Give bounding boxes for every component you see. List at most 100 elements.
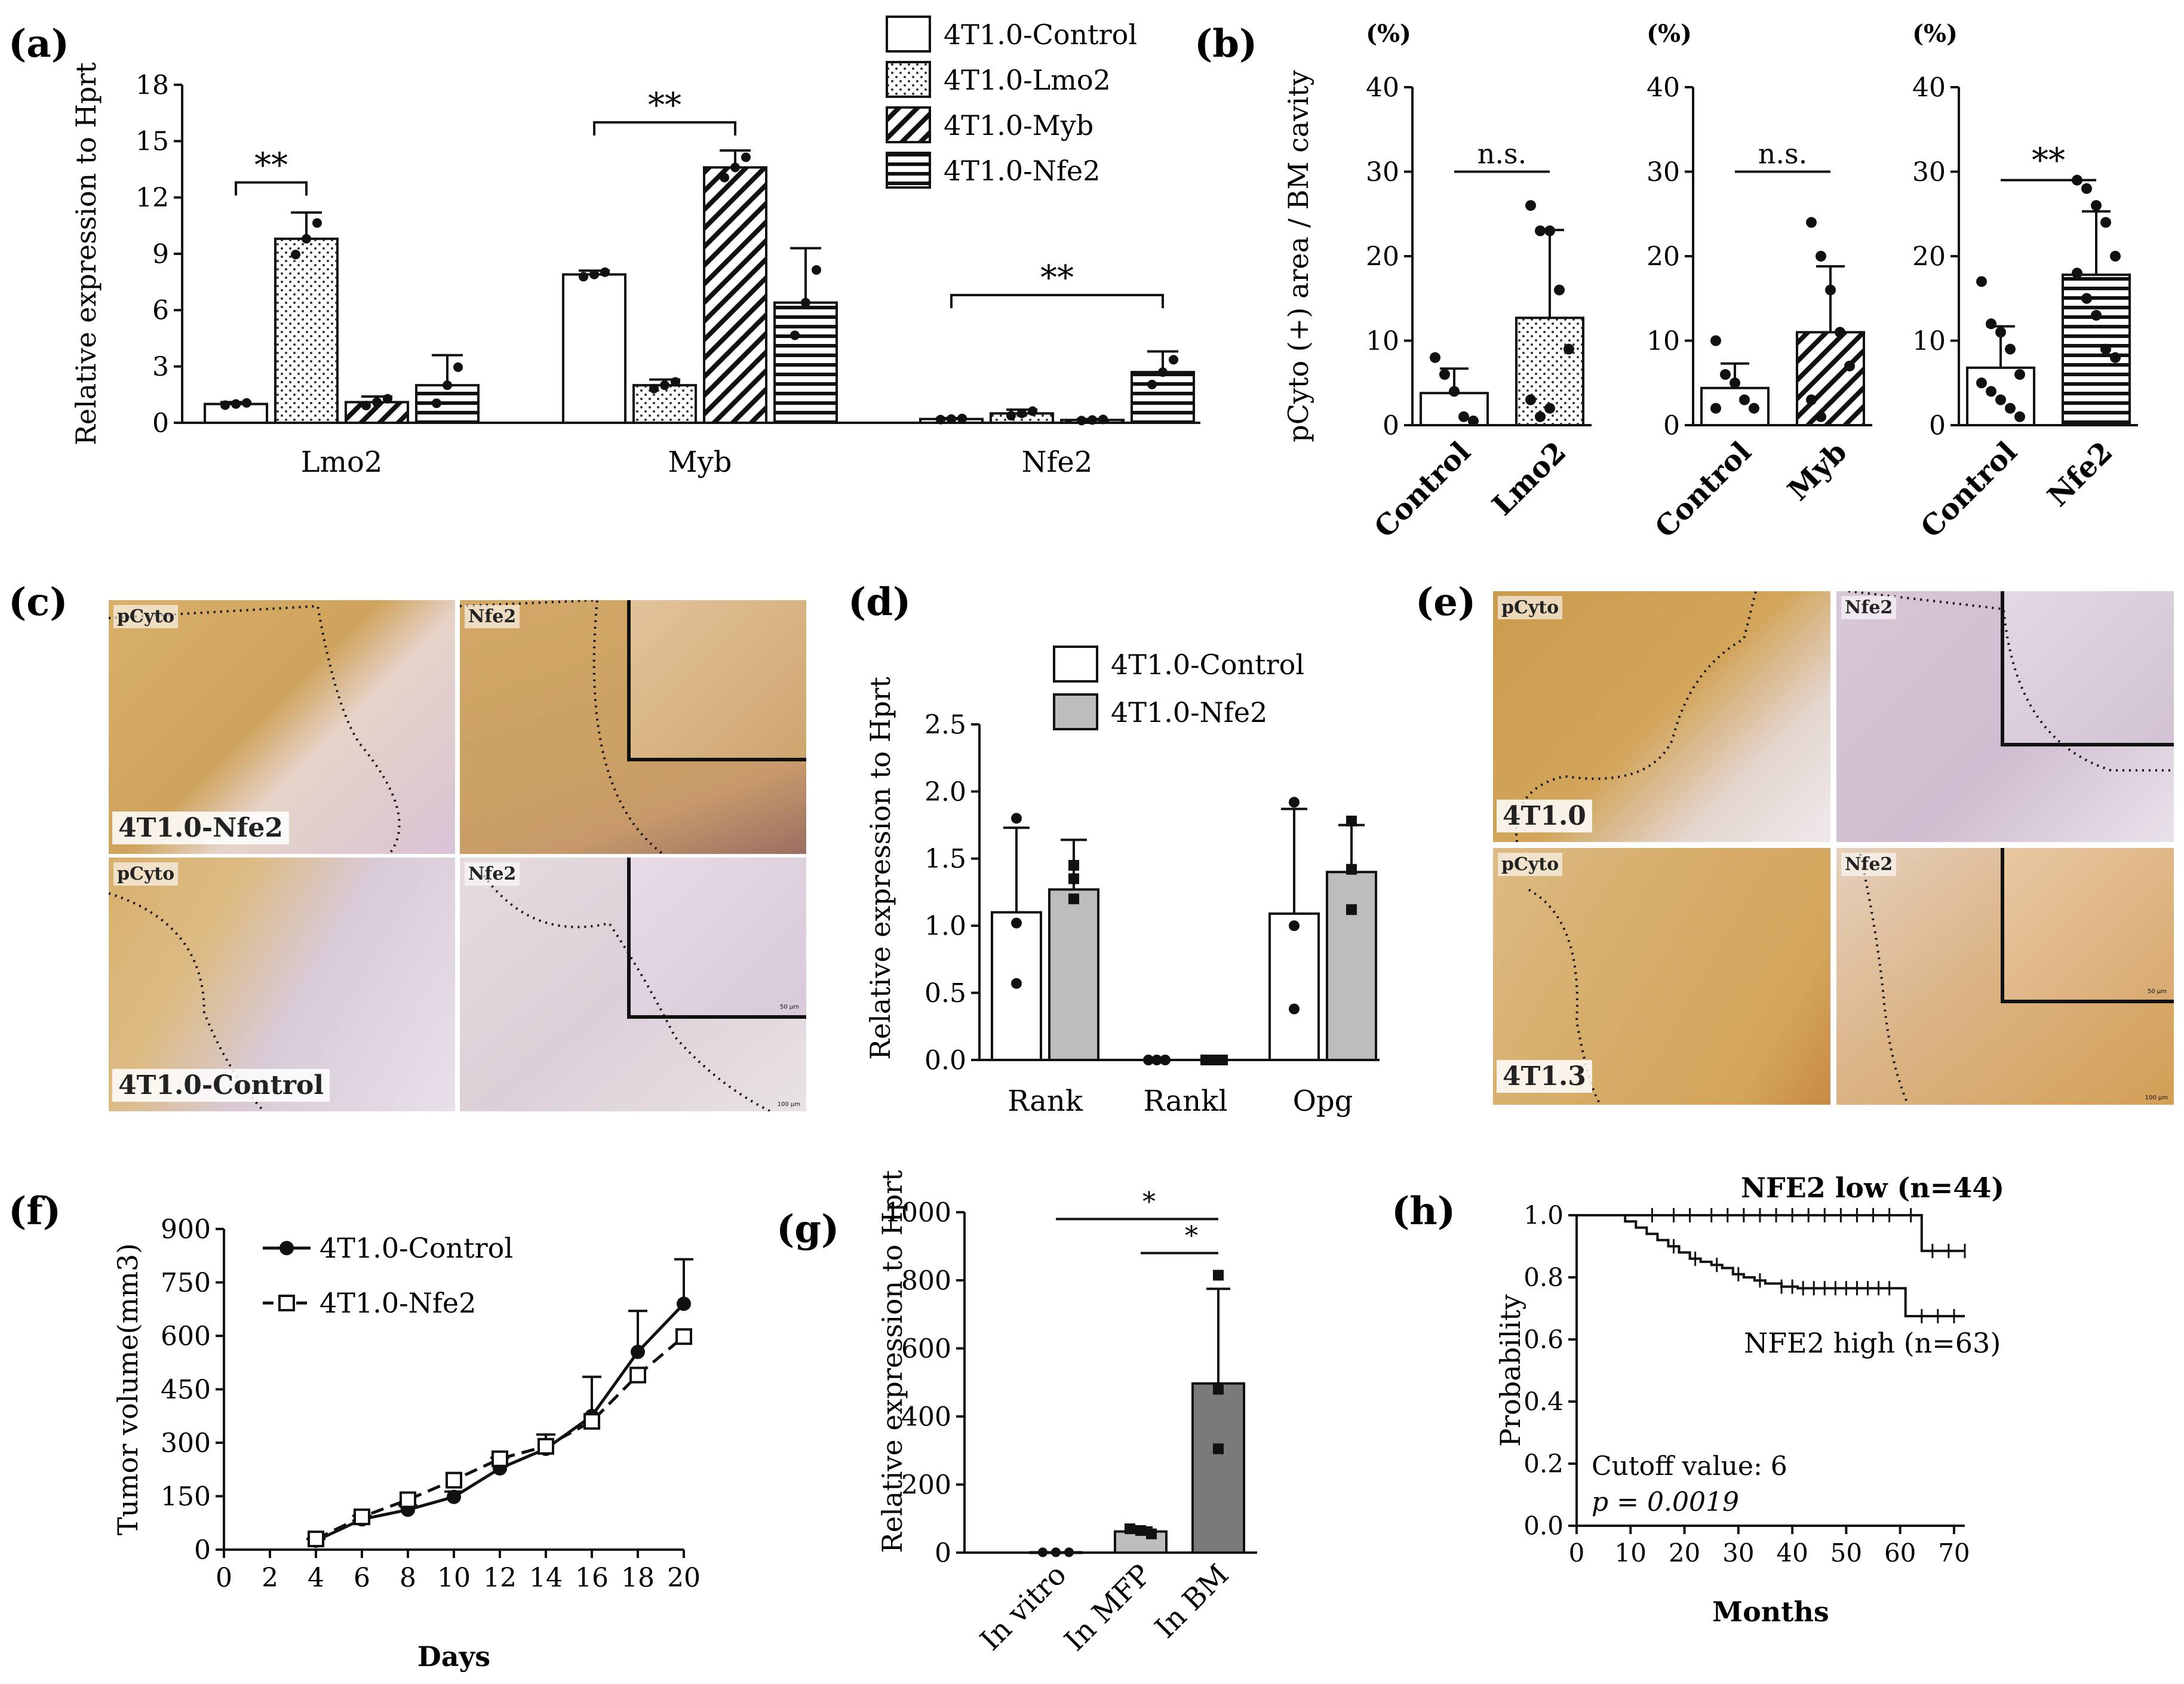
b-significance-label: n.s. — [1758, 138, 1807, 170]
b-data-point — [2005, 402, 2016, 414]
b-data-point — [1806, 217, 1817, 228]
d-data-point — [1011, 978, 1022, 989]
d-y-tick-label: 2.5 — [924, 709, 966, 740]
g-x-tick-label: In BM — [1148, 1558, 1235, 1645]
micrograph-inset: 50 μm — [627, 858, 806, 1019]
stain-label: pCyto — [113, 862, 179, 886]
b2-y-tick-label: 10 — [1912, 326, 1946, 357]
a-bar-nfe2-3 — [1131, 371, 1195, 424]
panel-letter-a: (a) — [8, 21, 69, 66]
h-y-tick-label: 0.0 — [1523, 1511, 1563, 1541]
g-data-point — [1213, 1270, 1224, 1281]
h-x-axis-label: Months — [1712, 1596, 1829, 1628]
d-legend-swatch — [1053, 693, 1098, 730]
d-y-tick-label: 1.0 — [924, 911, 966, 942]
b-data-point — [2081, 183, 2092, 194]
stain-label: Nfe2 — [465, 605, 520, 628]
stain-label: pCyto — [1498, 596, 1563, 619]
b-data-point — [1449, 386, 1460, 397]
a-data-point — [453, 362, 463, 372]
b1-y-tick-label: 30 — [1647, 157, 1680, 188]
b-data-point — [1986, 318, 1996, 330]
a-legend-label: 4T1.0-Control — [944, 19, 1137, 51]
f-marker — [677, 1296, 691, 1311]
b-data-point — [2005, 343, 2016, 355]
g-data-point — [1213, 1443, 1224, 1455]
f-marker — [354, 1508, 370, 1526]
g-data-point — [1146, 1528, 1157, 1539]
g-data-point — [1051, 1547, 1061, 1557]
b-data-point — [1458, 411, 1469, 422]
b-data-point — [1739, 394, 1750, 405]
a-data-point — [1077, 416, 1086, 426]
scale-bar-inset: 50 μm — [2147, 988, 2167, 995]
b2-y-tick-label: 0 — [1929, 410, 1946, 441]
h-x-tick-label: 70 — [1938, 1538, 1970, 1568]
a-legend-swatch — [886, 106, 931, 143]
d-data-point — [1143, 1055, 1154, 1065]
a-significance-bracket — [950, 294, 1164, 309]
f-marker — [446, 1471, 462, 1489]
panel-letter-d: (d) — [848, 580, 911, 625]
g-y-tick-label: 1000 — [884, 1197, 951, 1228]
g-y-tick-label: 800 — [901, 1265, 951, 1296]
a-data-point — [801, 297, 810, 308]
b-data-point — [1806, 394, 1817, 405]
a-bar-lmo2-1 — [274, 237, 339, 424]
f-x-tick-label: 12 — [483, 1563, 517, 1593]
b-data-point — [1986, 386, 1996, 397]
f-y-tick-label: 450 — [161, 1375, 211, 1405]
b1-y-tick-label: 20 — [1647, 241, 1680, 272]
b1-y-tick-label: 10 — [1647, 326, 1680, 357]
a-bar-myb-0 — [562, 273, 626, 425]
a-data-point — [957, 413, 967, 423]
b0-y-tick-label: 30 — [1366, 157, 1399, 188]
b-data-point — [1525, 200, 1536, 211]
h-annotation: p = 0.0019 — [1592, 1487, 1739, 1517]
a-data-point — [312, 218, 322, 228]
g-y-tick-label: 400 — [901, 1402, 951, 1432]
d-y-tick-label: 1.5 — [924, 844, 966, 874]
b-y-axis-label: pCyto (+) area / BM cavity — [1282, 70, 1314, 442]
a-data-point — [443, 380, 452, 391]
a-data-point — [671, 377, 680, 387]
f-x-tick-label: 4 — [308, 1563, 324, 1593]
f-y-axis-label: Tumor volume(mm3) — [112, 1243, 144, 1536]
a-significance-bracket — [235, 181, 308, 196]
b2-y-tick-label: 40 — [1912, 72, 1946, 103]
b-data-point — [1563, 343, 1574, 355]
f-y-tick-label: 600 — [161, 1321, 211, 1351]
micrograph-c-top-right: Nfe2 — [460, 600, 806, 854]
h-y-tick-label: 0.6 — [1523, 1325, 1563, 1354]
h-y-tick-label: 0.2 — [1523, 1449, 1563, 1479]
f-x-tick-label: 2 — [262, 1563, 278, 1593]
g-data-point — [1064, 1547, 1074, 1557]
scale-bar-main: 100 μm — [777, 1101, 800, 1108]
panel-h-survival-chart: 0.0 0.2 0.4 0.6 0.8 1.0 0 10 20 30 40 50 60 70 Months P… — [1494, 1172, 2004, 1628]
g-data-point — [1135, 1525, 1146, 1536]
a-data-point — [231, 399, 241, 409]
g-bar-2 — [1191, 1382, 1245, 1554]
b-x-tick-label: Nfe2 — [2041, 435, 2119, 513]
g-x-tick-label: In vitro — [974, 1558, 1073, 1657]
b-data-point — [2072, 268, 2082, 279]
f-y-tick-label: 900 — [161, 1214, 211, 1244]
a-data-point — [589, 269, 599, 279]
h-x-tick-label: 10 — [1615, 1538, 1647, 1568]
b2-y-tick-label: 20 — [1912, 241, 1946, 272]
a-y-tick-label: 9 — [152, 239, 169, 269]
f-marker — [675, 1328, 692, 1345]
a-significance-label: ** — [254, 146, 288, 185]
f-x-tick-label: 8 — [400, 1563, 416, 1593]
a-legend-label: 4T1.0-Myb — [944, 109, 1093, 142]
b2-y-tick-label: 30 — [1912, 157, 1946, 188]
d-data-point — [1289, 920, 1300, 932]
a-legend-swatch — [886, 16, 931, 53]
micrograph-c-bottom-left: pCyto 4T1.0-Control — [109, 858, 455, 1111]
stain-label: pCyto — [1498, 853, 1563, 876]
b-data-point — [1525, 394, 1536, 405]
a-data-point — [741, 152, 751, 162]
micrograph-e-bottom-right: 50 μm Nfe2 100 μm — [1836, 848, 2174, 1105]
h-x-tick-label: 30 — [1722, 1538, 1754, 1568]
f-marker — [492, 1450, 508, 1467]
